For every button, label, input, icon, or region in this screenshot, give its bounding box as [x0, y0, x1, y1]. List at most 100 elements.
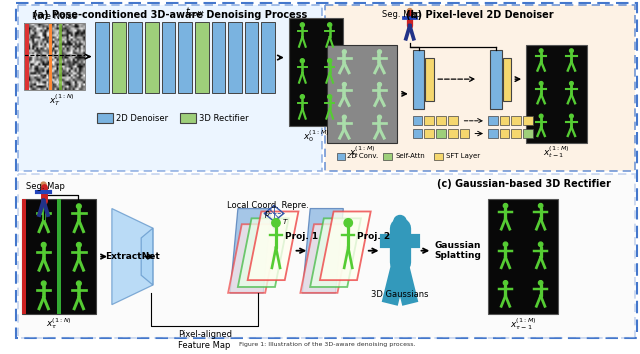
- Bar: [413, 50, 424, 109]
- Bar: [500, 116, 509, 125]
- Polygon shape: [310, 218, 361, 287]
- Circle shape: [328, 23, 332, 27]
- Polygon shape: [320, 211, 371, 280]
- Bar: [57, 199, 61, 314]
- Text: $x_t^{(1:M)}$: $x_t^{(1:M)}$: [349, 145, 375, 160]
- Text: Proj. 2: Proj. 2: [357, 232, 390, 241]
- Bar: [511, 129, 521, 138]
- Bar: [327, 45, 397, 143]
- Polygon shape: [248, 211, 298, 280]
- Circle shape: [378, 50, 381, 54]
- Circle shape: [41, 182, 46, 187]
- Bar: [523, 129, 533, 138]
- Bar: [523, 116, 533, 125]
- Circle shape: [42, 281, 46, 286]
- Text: $x_0^{(1:M)}$: $x_0^{(1:M)}$: [303, 128, 329, 144]
- Bar: [434, 153, 443, 160]
- Bar: [337, 153, 346, 160]
- Circle shape: [538, 281, 543, 285]
- Text: SFT Layer: SFT Layer: [446, 153, 480, 159]
- Bar: [511, 116, 521, 125]
- Text: $x_T^{(1:N)}$: $x_T^{(1:N)}$: [49, 92, 75, 108]
- Bar: [97, 113, 113, 123]
- Circle shape: [503, 281, 508, 285]
- Circle shape: [540, 114, 543, 118]
- Bar: [18, 5, 322, 171]
- Circle shape: [300, 23, 305, 27]
- Bar: [526, 45, 587, 143]
- Circle shape: [394, 216, 406, 228]
- Circle shape: [300, 59, 305, 63]
- Bar: [413, 116, 422, 125]
- Bar: [413, 129, 422, 138]
- Bar: [500, 129, 509, 138]
- Circle shape: [328, 95, 332, 99]
- Text: $x_{\tau-1}^{(1:M)}$: $x_{\tau-1}^{(1:M)}$: [510, 316, 536, 332]
- Text: Pure Noise: Pure Noise: [32, 12, 77, 21]
- Circle shape: [538, 204, 543, 208]
- Bar: [49, 23, 52, 90]
- Text: Seg. Map: Seg. Map: [383, 11, 421, 19]
- Text: (a) Pose-conditioned 3D-aware Denoising Process: (a) Pose-conditioned 3D-aware Denoising …: [33, 10, 307, 19]
- Bar: [424, 129, 434, 138]
- Text: 2D Denoiser: 2D Denoiser: [116, 114, 168, 123]
- Bar: [325, 5, 636, 171]
- Text: Gaussian
Splatting: Gaussian Splatting: [434, 241, 481, 260]
- Bar: [18, 174, 636, 338]
- Bar: [490, 50, 502, 109]
- Text: Local Coord. Repre.: Local Coord. Repre.: [227, 201, 309, 210]
- Circle shape: [378, 82, 381, 86]
- Circle shape: [342, 50, 346, 54]
- Bar: [448, 116, 458, 125]
- Polygon shape: [238, 218, 289, 287]
- Text: Figure 1: Illustration of the 3D-aware denoising process.: Figure 1: Illustration of the 3D-aware d…: [239, 342, 415, 347]
- Bar: [424, 116, 434, 125]
- Circle shape: [42, 242, 46, 247]
- Text: $x_\tau^{(1:N)}$: $x_\tau^{(1:N)}$: [46, 316, 72, 331]
- Circle shape: [538, 242, 543, 246]
- Bar: [179, 22, 192, 93]
- Bar: [180, 113, 196, 123]
- Bar: [95, 22, 109, 93]
- Polygon shape: [302, 209, 344, 293]
- Bar: [436, 129, 446, 138]
- Circle shape: [540, 81, 543, 85]
- Text: $t_{split}$: $t_{split}$: [185, 6, 205, 20]
- Text: Pixel-aligned
Feature Map: Pixel-aligned Feature Map: [178, 330, 232, 349]
- Bar: [426, 58, 434, 101]
- Circle shape: [540, 49, 543, 53]
- Text: 3D Rectifier: 3D Rectifier: [199, 114, 248, 123]
- Text: $x_{t-1}^{(1:M)}$: $x_{t-1}^{(1:M)}$: [543, 145, 570, 160]
- Polygon shape: [228, 224, 279, 293]
- Text: Proj. 1: Proj. 1: [285, 232, 318, 241]
- Circle shape: [77, 242, 81, 247]
- Polygon shape: [112, 209, 153, 305]
- Circle shape: [342, 82, 346, 86]
- Circle shape: [570, 49, 573, 53]
- Text: ExtractNet: ExtractNet: [105, 252, 160, 261]
- Text: $p$: $p$: [264, 209, 271, 219]
- Circle shape: [378, 115, 381, 119]
- Bar: [59, 23, 62, 90]
- Bar: [24, 23, 84, 90]
- Bar: [488, 116, 498, 125]
- Bar: [25, 23, 29, 90]
- Bar: [261, 22, 275, 93]
- Bar: [22, 199, 96, 314]
- Circle shape: [344, 219, 353, 227]
- Polygon shape: [230, 209, 271, 293]
- Text: Self-Attn: Self-Attn: [395, 153, 425, 159]
- Circle shape: [503, 204, 508, 208]
- Bar: [448, 129, 458, 138]
- Bar: [195, 22, 209, 93]
- Bar: [488, 129, 498, 138]
- Bar: [488, 199, 558, 314]
- Text: 3D Gaussians: 3D Gaussians: [371, 290, 429, 299]
- Bar: [211, 22, 225, 93]
- Circle shape: [342, 115, 346, 119]
- Circle shape: [42, 204, 46, 209]
- Circle shape: [300, 95, 305, 99]
- Polygon shape: [300, 224, 351, 293]
- Text: 2D Conv.: 2D Conv.: [348, 153, 378, 159]
- Bar: [383, 153, 392, 160]
